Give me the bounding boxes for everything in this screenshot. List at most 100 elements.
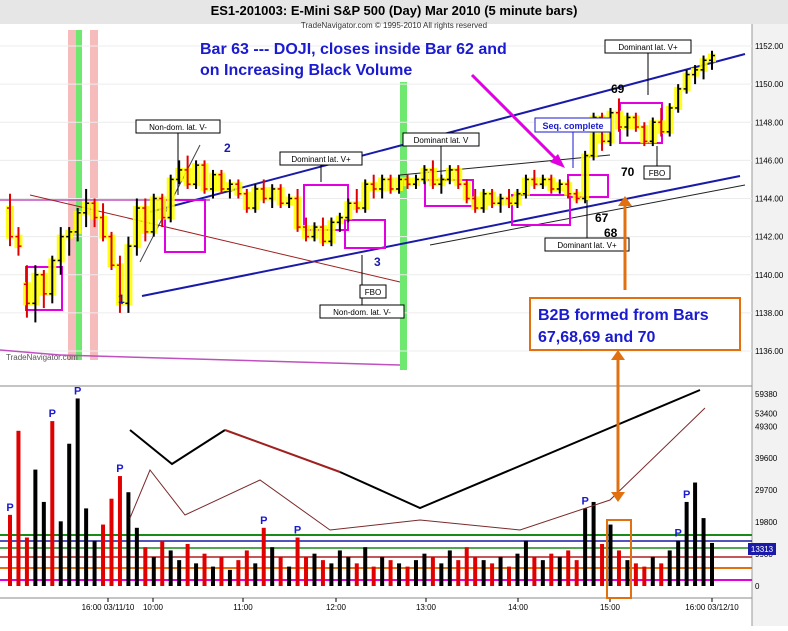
time-tick-label: 13:00 [416, 603, 437, 612]
price-tick-label: 1136.00 [755, 347, 784, 356]
volume-bar [8, 514, 12, 586]
volume-tick-label: 0 [755, 582, 760, 591]
channel-lower-line [141, 175, 741, 297]
volume-bar [261, 527, 266, 586]
price-bar [614, 98, 623, 132]
price-bar [395, 174, 404, 194]
price-bar [234, 179, 243, 199]
oscillator-line-thin [129, 407, 706, 531]
volume-bar [134, 527, 139, 586]
chart-title: ES1-201003: E-Mini S&P 500 (Day) Mar 201… [211, 3, 578, 18]
price-bar [141, 198, 150, 242]
price-bar [352, 188, 361, 213]
b2b-annotation-box [529, 297, 741, 351]
price-bar [149, 193, 158, 237]
volume-bar [405, 566, 410, 586]
price-bar [513, 188, 522, 209]
volume-bar [591, 501, 596, 586]
label-boxes: Non-dom. lat. V- Dominant lat. V+ Domina… [135, 39, 692, 319]
volume-bar [143, 547, 148, 586]
price-bar [428, 160, 437, 189]
session-band-pink-1 [68, 30, 76, 360]
label-seq-complete: Seq. complete [542, 121, 603, 131]
price-bar [31, 265, 40, 323]
volume-bar [236, 560, 241, 586]
volume-bar [676, 540, 681, 586]
volume-bar [304, 556, 309, 586]
price-bar [369, 174, 378, 199]
b2b-arrowhead-mid [611, 350, 625, 360]
price-bar [276, 184, 285, 209]
low-line [59, 354, 401, 366]
volume-bar [473, 556, 478, 586]
price-tick-label: 1152.00 [755, 42, 784, 51]
volume-bar [126, 492, 131, 586]
volume-bar [481, 560, 486, 586]
price-bar [462, 179, 471, 204]
volume-peak-label: P [49, 408, 56, 420]
volume-bar [41, 501, 46, 586]
b2b-annotation-line1: B2B formed from Bars [538, 307, 709, 324]
price-bar [496, 193, 505, 213]
b2b-annotation-line2: 67,68,69 and 70 [538, 329, 656, 346]
price-bar [623, 112, 632, 137]
price-bar [708, 50, 716, 70]
container-box-4 [344, 219, 386, 249]
price-bar [403, 174, 412, 189]
volume-bar [625, 560, 630, 586]
price-tick-label: 1140.00 [755, 271, 784, 280]
volume-peak-label: P [581, 495, 588, 507]
price-bar [386, 174, 395, 194]
volume-bar [608, 524, 613, 586]
price-bar [302, 217, 311, 242]
bar-label-2: 2 [224, 141, 231, 155]
bar-label-70: 70 [621, 165, 635, 179]
label-dominant-v: Dominant lat. V [414, 136, 469, 145]
session-band-green-1 [76, 30, 82, 360]
price-bar [682, 69, 691, 94]
volume-bar [507, 566, 512, 586]
price-bar [56, 227, 65, 275]
price-bar [327, 217, 336, 247]
volume-bar [557, 556, 562, 586]
price-bar [445, 165, 454, 185]
label-fbo-1: FBO [365, 288, 381, 297]
volume-bar [329, 563, 334, 586]
volume-bar [566, 550, 571, 586]
doji-pointer-arrowhead [550, 154, 565, 168]
volume-tick-label: 29700 [755, 486, 778, 495]
price-bar [547, 174, 556, 194]
time-tick-label: 12:00 [326, 603, 347, 612]
price-bar [268, 184, 277, 209]
volume-bar [320, 560, 325, 586]
volume-bar [490, 563, 495, 586]
price-bar [454, 165, 463, 189]
price-bar [437, 174, 446, 194]
volume-bar [33, 469, 38, 586]
volume-tick-label: 59380 [755, 390, 778, 399]
volume-bar [498, 556, 503, 586]
volume-bar [58, 521, 63, 586]
volume-bar [337, 550, 342, 586]
price-tick-label: 1148.00 [755, 118, 784, 127]
volume-bar [151, 556, 156, 586]
price-bar [572, 188, 581, 204]
volume-peak-label: P [294, 524, 301, 536]
price-bar [665, 103, 674, 137]
price-bar [217, 169, 226, 194]
price-bar [73, 208, 82, 242]
volume-bar [659, 563, 664, 586]
price-bar [361, 179, 370, 213]
session-band-green-2 [400, 82, 407, 370]
price-bar [674, 84, 683, 113]
price-bar [505, 188, 514, 209]
price-bar [192, 160, 201, 189]
price-bar [166, 174, 175, 223]
price-bar [335, 212, 344, 232]
price-bar [285, 193, 294, 209]
price-bar [48, 255, 57, 304]
volume-bar [24, 537, 29, 586]
volume-oscillator [129, 389, 706, 531]
volume-tick-label: 49300 [755, 423, 778, 432]
